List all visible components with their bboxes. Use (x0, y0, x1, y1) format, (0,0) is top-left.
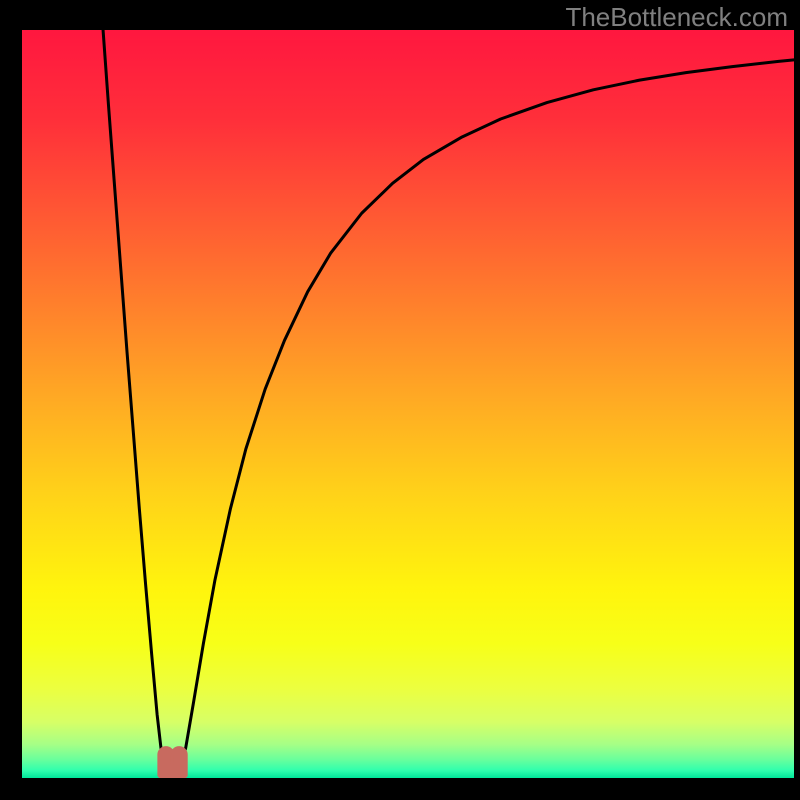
plot-svg (22, 30, 794, 778)
gradient-background (22, 30, 794, 778)
plot-area (22, 30, 794, 778)
min-marker (158, 747, 187, 778)
watermark-label: TheBottleneck.com (565, 2, 788, 33)
